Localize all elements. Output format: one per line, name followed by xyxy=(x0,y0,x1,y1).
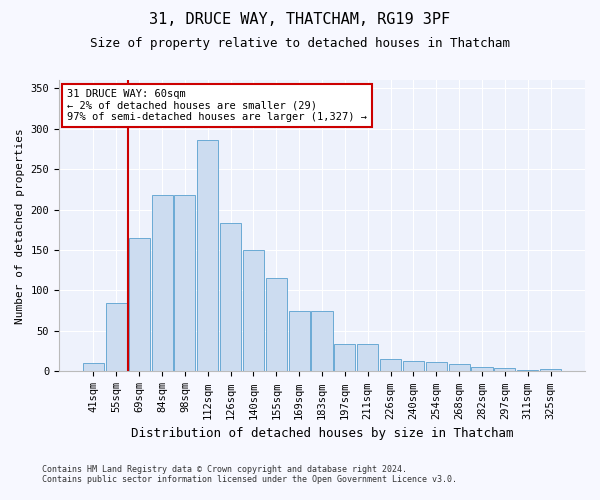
Bar xyxy=(266,278,287,372)
Bar xyxy=(197,140,218,372)
Text: Contains public sector information licensed under the Open Government Licence v3: Contains public sector information licen… xyxy=(42,476,457,484)
Bar xyxy=(128,238,149,372)
Bar xyxy=(334,344,355,372)
Y-axis label: Number of detached properties: Number of detached properties xyxy=(15,128,25,324)
Bar xyxy=(517,370,538,372)
Bar xyxy=(494,368,515,372)
Text: 31 DRUCE WAY: 60sqm
← 2% of detached houses are smaller (29)
97% of semi-detache: 31 DRUCE WAY: 60sqm ← 2% of detached hou… xyxy=(67,88,367,122)
Text: Contains HM Land Registry data © Crown copyright and database right 2024.: Contains HM Land Registry data © Crown c… xyxy=(42,466,407,474)
Bar xyxy=(472,366,493,372)
Bar xyxy=(175,195,196,372)
Bar xyxy=(220,224,241,372)
Text: Size of property relative to detached houses in Thatcham: Size of property relative to detached ho… xyxy=(90,38,510,51)
Bar xyxy=(426,362,447,372)
Text: 31, DRUCE WAY, THATCHAM, RG19 3PF: 31, DRUCE WAY, THATCHAM, RG19 3PF xyxy=(149,12,451,28)
Bar xyxy=(540,369,561,372)
Bar xyxy=(106,304,127,372)
X-axis label: Distribution of detached houses by size in Thatcham: Distribution of detached houses by size … xyxy=(131,427,513,440)
Bar xyxy=(380,360,401,372)
Bar xyxy=(449,364,470,372)
Bar xyxy=(152,195,173,372)
Bar xyxy=(311,310,332,372)
Bar xyxy=(289,310,310,372)
Bar xyxy=(403,361,424,372)
Bar xyxy=(357,344,378,372)
Bar xyxy=(243,250,264,372)
Bar xyxy=(83,364,104,372)
